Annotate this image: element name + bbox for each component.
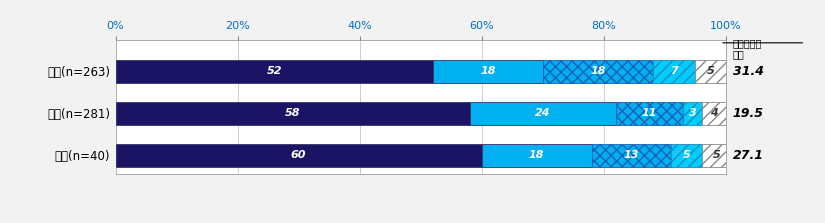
Text: 5: 5 xyxy=(682,150,691,160)
Text: 18: 18 xyxy=(480,66,496,76)
Text: 3: 3 xyxy=(689,108,696,118)
Text: 13: 13 xyxy=(624,150,639,160)
Text: 4: 4 xyxy=(710,108,718,118)
Text: 11: 11 xyxy=(642,108,658,118)
Text: 5: 5 xyxy=(713,150,721,160)
Text: 60: 60 xyxy=(291,150,306,160)
Text: 19.5: 19.5 xyxy=(733,107,764,120)
Bar xyxy=(116,60,433,83)
Text: 58: 58 xyxy=(285,108,300,118)
Bar xyxy=(116,144,482,167)
Text: 7: 7 xyxy=(670,66,678,76)
Text: 31.4: 31.4 xyxy=(733,65,764,78)
Text: 18: 18 xyxy=(529,150,545,160)
Text: 平均非就業: 平均非就業 xyxy=(733,39,762,49)
Bar xyxy=(469,102,616,125)
Text: 5: 5 xyxy=(707,66,714,76)
Bar xyxy=(433,60,543,83)
Text: 52: 52 xyxy=(266,66,282,76)
Legend: 0日, 1～14日, 15～60日, 61～180日, 181～365日, NA: 0日, 1～14日, 15～60日, 61～180日, 181～365日, NA xyxy=(200,219,544,223)
Bar xyxy=(653,60,695,83)
Bar xyxy=(616,102,683,125)
Bar xyxy=(671,144,701,167)
Bar xyxy=(482,144,592,167)
Text: 24: 24 xyxy=(535,108,550,118)
Text: 日数: 日数 xyxy=(733,49,745,59)
Bar xyxy=(116,102,469,125)
Text: 27.1: 27.1 xyxy=(733,149,764,162)
Bar xyxy=(701,102,726,125)
Bar xyxy=(683,102,701,125)
Bar xyxy=(592,144,671,167)
Bar xyxy=(543,60,653,83)
Text: 18: 18 xyxy=(590,66,606,76)
Bar xyxy=(701,144,732,167)
Bar xyxy=(695,60,726,83)
